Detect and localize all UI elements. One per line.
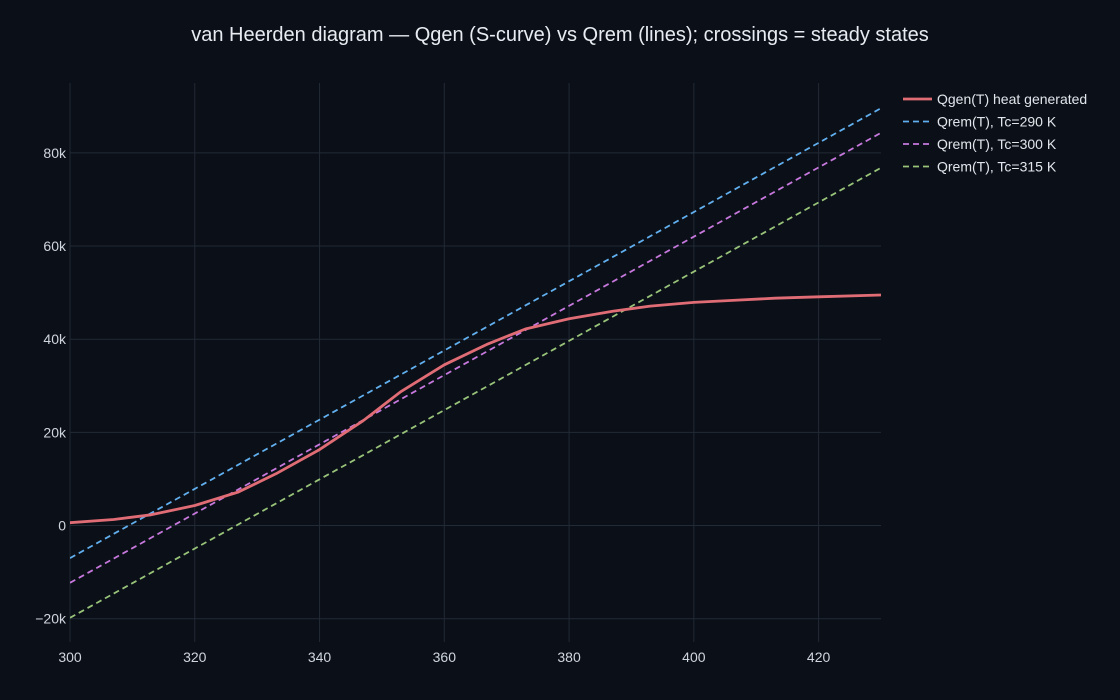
- y-axis-ticks: −20k 0 20k 40k 60k 80k: [35, 145, 67, 627]
- x-tick-label: 340: [308, 649, 332, 665]
- x-tick-label: 380: [557, 649, 581, 665]
- grid: [69, 83, 881, 642]
- y-tick-label: 40k: [43, 331, 67, 347]
- legend[interactable]: Qgen(T) heat generated Qrem(T), Tc=290 K Q…: [903, 91, 1087, 175]
- legend-item[interactable]: Qrem(T), Tc=315 K: [903, 159, 1057, 175]
- series-line-qrem-t-tc-290-k: [70, 107, 881, 559]
- plot-area: [70, 107, 881, 619]
- x-tick-label: 400: [682, 649, 706, 665]
- y-tick-label: −20k: [35, 611, 67, 627]
- x-tick-label: 360: [433, 649, 457, 665]
- x-tick-label: 420: [807, 649, 831, 665]
- y-tick-label: 0: [58, 518, 66, 534]
- y-tick-label: 80k: [43, 145, 67, 161]
- y-tick-label: 60k: [43, 238, 67, 254]
- x-tick-label: 320: [183, 649, 207, 665]
- legend-label: Qgen(T) heat generated: [937, 91, 1087, 107]
- legend-label: Qrem(T), Tc=290 K: [937, 114, 1057, 130]
- legend-item[interactable]: Qrem(T), Tc=290 K: [903, 114, 1057, 130]
- legend-item[interactable]: Qrem(T), Tc=300 K: [903, 136, 1057, 152]
- legend-item[interactable]: Qgen(T) heat generated: [903, 91, 1087, 107]
- series-line-qrem-t-tc-300-k: [70, 132, 881, 584]
- x-axis-ticks: 300 320 340 360 380 400 420: [58, 649, 830, 665]
- chart-title: van Heerden diagram — Qgen (S-curve) vs …: [191, 24, 929, 46]
- x-tick-label: 300: [58, 649, 82, 665]
- series-line-qgen-t-heat-generated: [70, 293, 881, 525]
- series-line-qrem-t-tc-315-k: [70, 167, 881, 619]
- y-tick-label: 20k: [43, 424, 67, 440]
- legend-label: Qrem(T), Tc=315 K: [937, 159, 1057, 175]
- legend-label: Qrem(T), Tc=300 K: [937, 136, 1057, 152]
